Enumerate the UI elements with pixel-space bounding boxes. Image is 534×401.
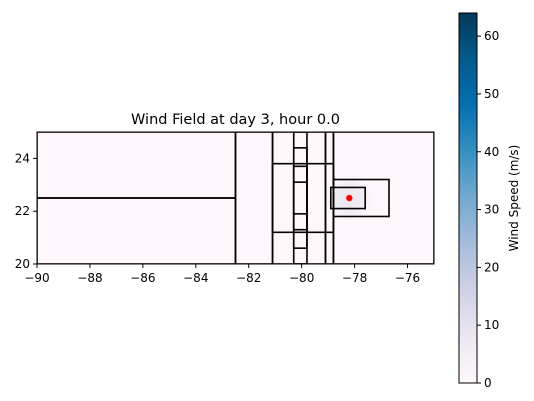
grid-box [332,132,434,264]
y-tick-label: 22 [15,204,30,218]
x-axis: −90 −88 −86 −84 −82 −80 −78 −76 [24,264,420,285]
colorbar-tick-label: 0 [484,376,492,390]
colorbar-tick-label: 20 [484,260,499,274]
colorbar: 0 10 20 30 40 50 60 Wind Speed (m/s) [458,12,521,390]
x-tick-label: −88 [77,271,102,285]
x-tick-label: −78 [342,271,367,285]
x-tick-label: −82 [236,271,261,285]
colorbar-label: Wind Speed (m/s) [507,145,521,252]
chart-title: Wind Field at day 3, hour 0.0 [131,112,340,128]
x-tick-label: −84 [183,271,208,285]
colorbar-tick-label: 30 [484,203,499,217]
x-tick-label: −90 [24,271,49,285]
x-tick-label: −86 [130,271,155,285]
grid-boxes [37,132,434,264]
grid-box [292,181,308,215]
colorbar-ticks: 0 10 20 30 40 50 60 [477,29,499,390]
grid-box [329,186,366,210]
x-tick-label: −80 [289,271,314,285]
colorbar-fill [458,12,478,384]
colorbar-tick-label: 60 [484,29,499,43]
plot-frame [36,131,435,265]
y-axis: 20 22 24 [15,151,37,271]
colorbar-tick-label: 50 [484,87,499,101]
colorbar-tick-label: 10 [484,318,499,332]
x-tick-label: −76 [395,271,420,285]
y-tick-label: 20 [15,257,30,271]
storm-center-marker [346,194,353,202]
y-tick-label: 24 [15,151,30,165]
colorbar-tick-label: 40 [484,145,499,159]
plot-area [36,131,435,265]
